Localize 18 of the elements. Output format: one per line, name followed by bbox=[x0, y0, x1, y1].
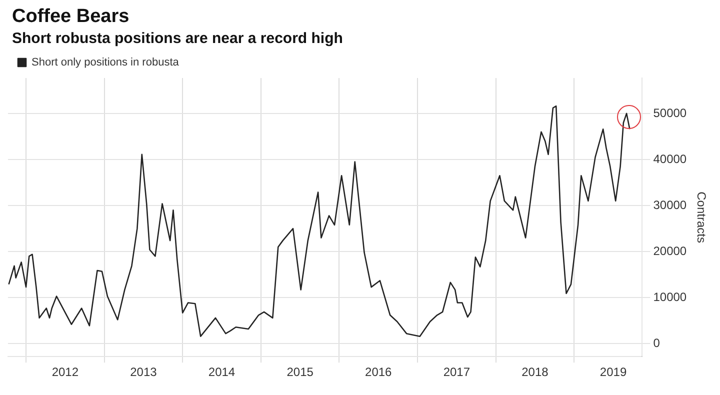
y-tick-label: 10000 bbox=[653, 290, 687, 304]
y-tick-label: 20000 bbox=[653, 244, 687, 258]
chart-subtitle: Short robusta positions are near a record high bbox=[11, 29, 344, 47]
y-axis-title: Contracts bbox=[694, 192, 708, 243]
x-tick-label: 2018 bbox=[522, 365, 549, 380]
y-tick-label: 50000 bbox=[653, 106, 687, 120]
y-tick-label: 30000 bbox=[653, 198, 687, 212]
x-tick-label: 2016 bbox=[365, 365, 392, 380]
x-tick-label: 2019 bbox=[600, 365, 627, 380]
x-tick-label: 2015 bbox=[286, 365, 314, 380]
y-tick-label: 40000 bbox=[653, 152, 687, 166]
x-tick-label: 2014 bbox=[208, 365, 236, 380]
legend-label: Short only positions in robusta bbox=[32, 56, 180, 69]
x-tick-label: 2013 bbox=[130, 365, 158, 380]
y-tick-label: 0 bbox=[653, 336, 660, 350]
x-tick-label: 2012 bbox=[52, 365, 79, 380]
x-tick-label: 2017 bbox=[443, 365, 470, 380]
chart-title: Coffee Bears bbox=[11, 5, 130, 28]
